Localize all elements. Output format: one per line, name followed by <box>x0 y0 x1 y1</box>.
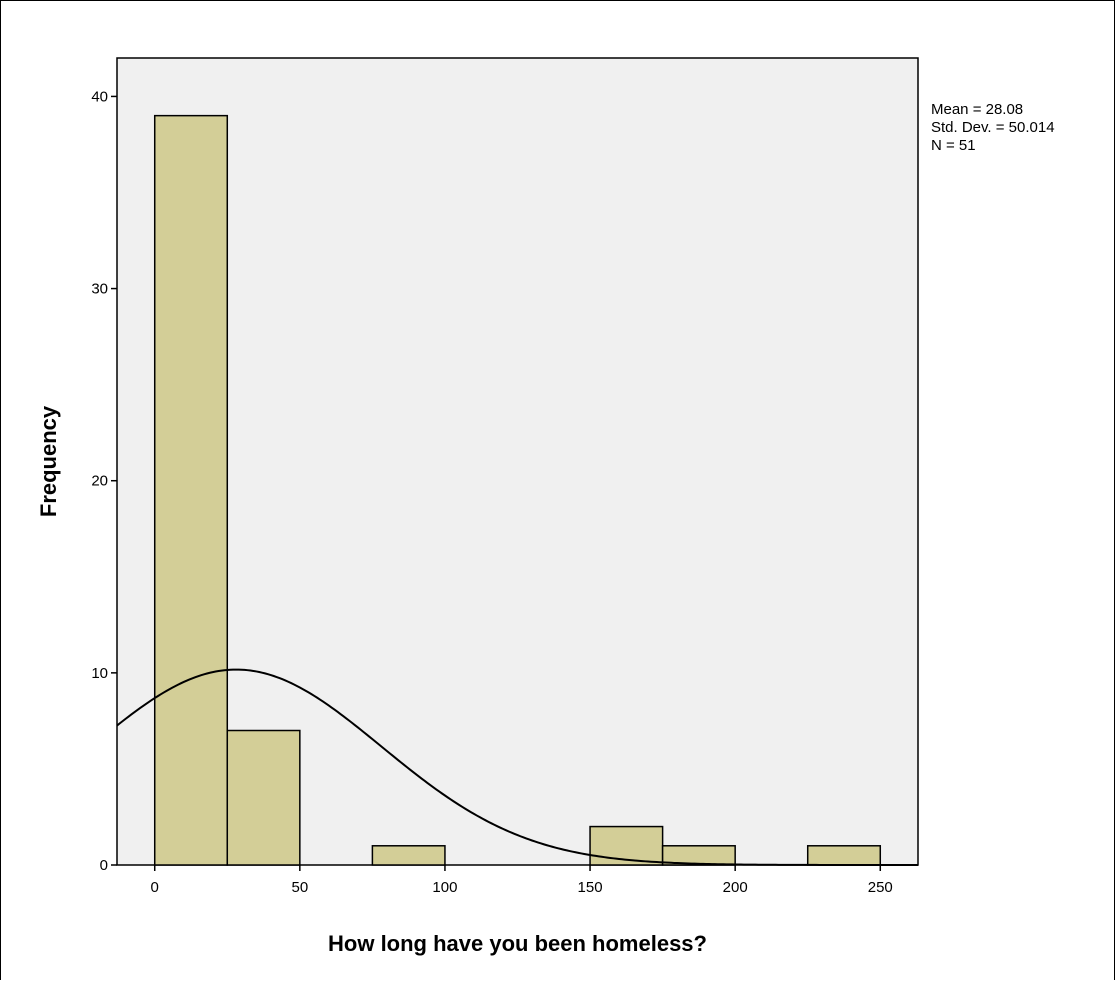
normal-curve <box>116 668 918 866</box>
histogram-bar <box>226 729 301 866</box>
y-tick-label: 30 <box>91 281 108 298</box>
histogram-bar <box>589 825 664 866</box>
x-tick-label: 250 <box>868 879 893 896</box>
y-tick-label: 40 <box>91 88 108 105</box>
stats-mean: Mean = 28.08 <box>931 101 1023 118</box>
x-tick-label: 50 <box>291 879 308 896</box>
x-tick-label: 0 <box>151 879 159 896</box>
histogram-bars <box>153 114 882 866</box>
histogram-bar <box>371 845 446 866</box>
stats-n: N = 51 <box>931 137 976 154</box>
x-tick-label: 200 <box>723 879 748 896</box>
x-tick-label: 100 <box>432 879 457 896</box>
y-axis: 0 10 20 30 40 <box>91 88 117 874</box>
x-tick-label: 150 <box>578 879 603 896</box>
y-tick-label: 10 <box>91 665 108 682</box>
histogram-bar <box>661 845 736 866</box>
histogram-bar <box>806 845 882 866</box>
y-tick-label: 20 <box>91 473 108 490</box>
x-axis-title: How long have you been homeless? <box>328 931 707 956</box>
histogram-bar <box>153 114 229 866</box>
y-axis-title: Frequency <box>36 405 61 517</box>
stats-std-dev: Std. Dev. = 50.014 <box>931 119 1055 136</box>
y-tick-label: 0 <box>100 857 108 874</box>
stats-box: Mean = 28.08 Std. Dev. = 50.014 N = 51 <box>931 101 1055 154</box>
x-axis: 0 50 100 150 200 250 <box>151 865 893 896</box>
